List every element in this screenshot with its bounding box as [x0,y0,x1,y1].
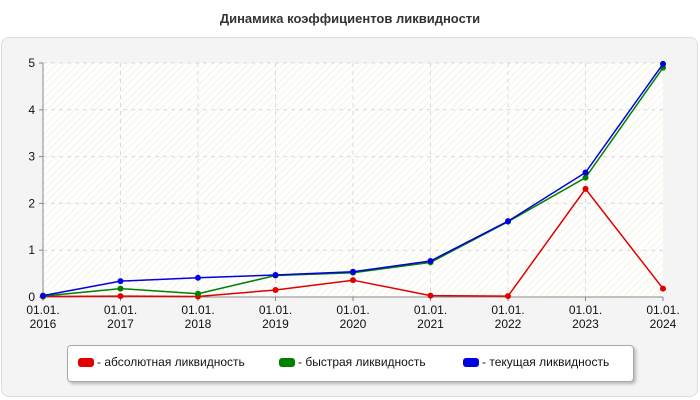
data-point-current [660,60,666,67]
x-tick-label: 01.01. 2017 [104,303,137,331]
x-tick-label: 01.01. 2022 [491,303,524,331]
data-point-current [505,218,511,225]
data-point-current [117,278,124,285]
data-point-quick [117,285,124,292]
x-tick-label: 01.01. 2021 [414,303,447,331]
x-tick-label: 01.01. 2019 [259,303,292,331]
series-current [40,60,666,299]
y-tick-label: 5 [28,56,35,70]
data-point-absolute [117,293,124,300]
data-point-absolute [427,292,434,299]
y-tick-label: 0 [28,290,35,304]
legend-label-current: - текущая ликвидность [482,355,610,369]
data-point-absolute [350,277,356,284]
data-point-current [195,274,201,281]
legend-swatch-current [463,357,479,367]
x-tick-label: 01.01. 2020 [336,303,369,331]
x-tick-label: 01.01. 2024 [646,303,679,331]
data-point-absolute [660,285,666,292]
legend-label-quick: - быстрая ликвидность [298,355,426,369]
data-point-current [40,292,46,299]
legend-item-quick: - быстрая ликвидность [279,355,426,369]
data-point-current [272,272,279,279]
chart-legend: - абсолютная ликвидность - быстрая ликви… [67,345,634,382]
data-point-absolute [272,286,279,293]
data-point-quick [582,174,589,181]
data-point-absolute [582,185,589,192]
data-point-absolute [505,293,511,300]
data-point-quick [195,290,201,297]
legend-item-absolute: - абсолютная ликвидность [78,355,245,369]
legend-swatch-quick [279,357,295,367]
data-point-current [427,257,434,264]
legend-item-current: - текущая ликвидность [463,355,609,369]
x-tick-label: 01.01. 2018 [181,303,214,331]
x-tick-label: 01.01. 2016 [26,303,59,331]
y-tick-label: 1 [28,243,35,257]
y-tick-label: 4 [28,103,35,117]
chart-title: Динамика коэффициентов ликвидности [219,11,481,26]
data-point-current [582,169,589,176]
data-point-current [350,268,356,275]
legend-label-absolute: - абсолютная ликвидность [97,355,245,369]
y-tick-label: 3 [28,150,35,164]
x-tick-label: 01.01. 2023 [569,303,602,331]
y-tick-label: 2 [28,196,35,210]
legend-swatch-absolute [78,357,94,367]
